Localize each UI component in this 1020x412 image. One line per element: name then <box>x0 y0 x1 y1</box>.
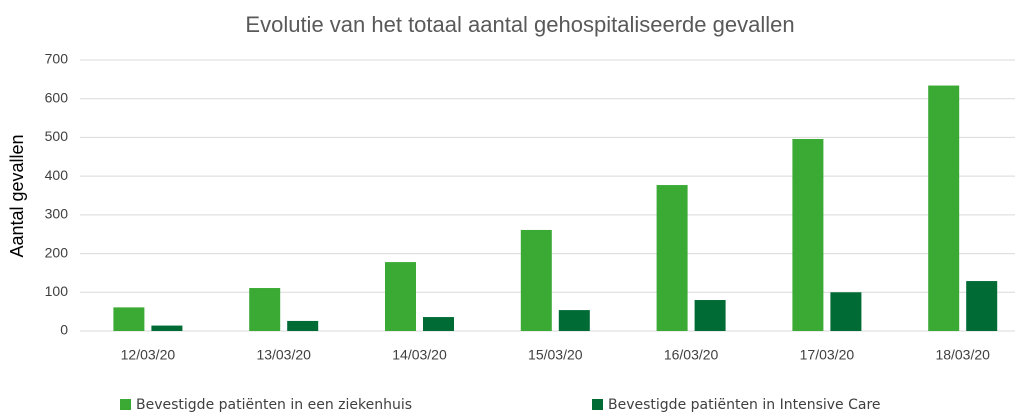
bar <box>151 325 183 331</box>
x-tick-label: 12/03/20 <box>121 347 176 363</box>
bar <box>966 281 998 331</box>
y-tick-label: 500 <box>45 128 69 144</box>
y-tick-label: 300 <box>45 206 69 222</box>
bar <box>423 317 454 331</box>
y-tick-label: 700 <box>45 51 69 67</box>
x-tick-label: 16/03/20 <box>664 347 719 363</box>
y-tick-label: 600 <box>45 89 69 105</box>
bar <box>830 292 862 331</box>
y-tick-label: 200 <box>45 244 69 260</box>
bar <box>656 185 688 331</box>
y-tick-label: 400 <box>45 167 69 183</box>
x-tick-label: 13/03/20 <box>256 347 311 363</box>
bar <box>113 307 145 331</box>
chart-title: Evolutie van het totaal aantal gehospita… <box>245 12 794 37</box>
legend-swatch <box>592 399 603 410</box>
y-tick-label: 100 <box>45 283 69 299</box>
bar <box>694 300 726 331</box>
bar <box>287 320 319 331</box>
bar <box>558 310 590 331</box>
bar <box>249 288 281 331</box>
x-tick-label: 14/03/20 <box>392 347 447 363</box>
legend-label: Bevestigde patiënten in een ziekenhuis <box>136 397 412 412</box>
x-tick-label: 18/03/20 <box>935 347 990 363</box>
x-tick-label: 15/03/20 <box>528 347 583 363</box>
bar <box>385 262 416 331</box>
bar <box>792 138 824 331</box>
y-tick-label: 0 <box>60 322 68 338</box>
y-axis-label: Aantal gevallen <box>7 134 27 257</box>
legend-swatch <box>120 399 131 410</box>
x-tick-label: 17/03/20 <box>800 347 855 363</box>
bar <box>928 85 960 332</box>
legend-label: Bevestigde patiënten in Intensive Care <box>608 397 881 412</box>
bar <box>520 229 552 331</box>
